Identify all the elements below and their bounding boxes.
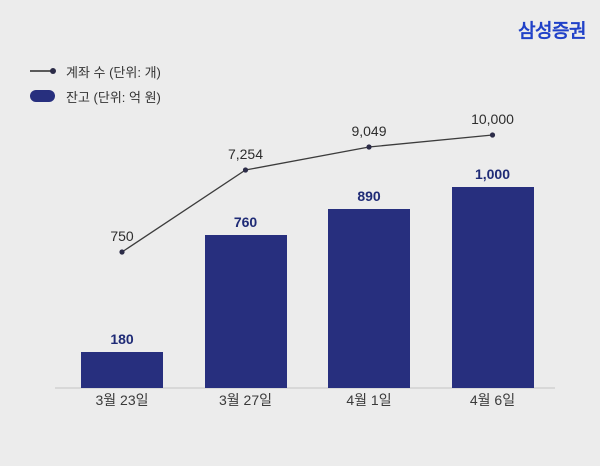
line-value-label: 7,254 (227, 146, 264, 162)
bar-1 (81, 352, 163, 388)
x-axis-label: 4월 6일 (469, 392, 516, 408)
line-series-legend-icon (30, 68, 56, 74)
legend-item-accounts: 계좌 수 (단위: 개) (30, 63, 161, 80)
x-axis-label: 3월 23일 (95, 392, 149, 408)
line-value-label: 750 (110, 228, 134, 244)
bar-value-label: 890 (357, 188, 381, 204)
line-value-label: 10,000 (471, 111, 514, 127)
bar-series-legend-icon (30, 90, 55, 102)
bar-value-label: 1,000 (474, 166, 511, 182)
bar-4 (451, 187, 534, 388)
legend-item-balance: 잔고 (단위: 억 원) (30, 88, 161, 105)
line-data-point (119, 249, 125, 255)
line-point-icon (50, 68, 56, 74)
x-axis-line (55, 387, 555, 389)
bar-value-label: 760 (233, 214, 258, 230)
brand-logo: 삼성증권 (518, 21, 586, 42)
bar-2 (204, 235, 287, 388)
line-data-point (366, 144, 372, 150)
chart-legend: 계좌 수 (단위: 개) 잔고 (단위: 억 원) (30, 63, 161, 113)
legend-label-accounts: 계좌 수 (단위: 개) (66, 64, 161, 80)
bar-value-label: 180 (110, 331, 134, 347)
line-data-point (489, 132, 496, 138)
line-value-label: 9,049 (351, 123, 387, 139)
x-axis-label: 3월 27일 (218, 392, 272, 408)
x-axis-label: 4월 1일 (346, 392, 392, 408)
legend-label-balance: 잔고 (단위: 억 원) (66, 89, 161, 105)
line-data-point (242, 167, 249, 173)
bar-3 (328, 209, 410, 388)
